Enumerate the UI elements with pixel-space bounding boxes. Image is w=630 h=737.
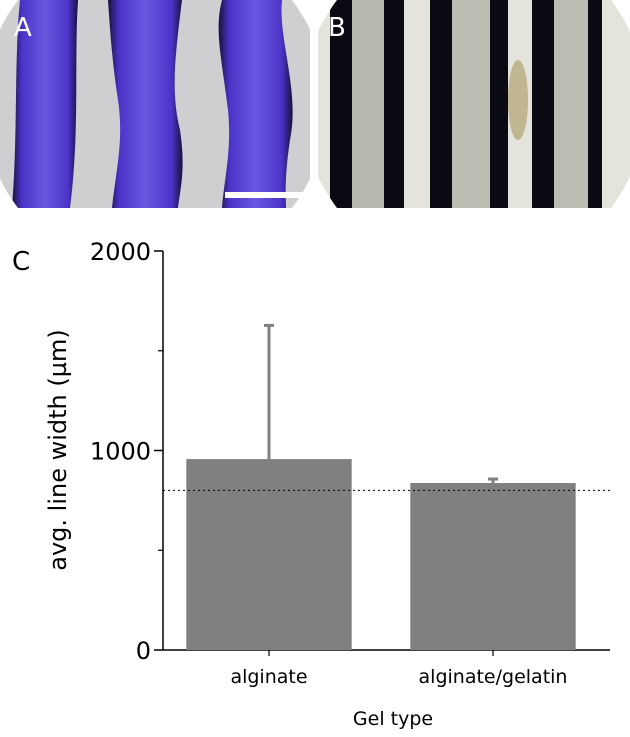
bar <box>186 459 352 650</box>
y-tick-label: 0 <box>136 637 151 665</box>
x-tick-label: alginate <box>230 666 307 688</box>
image-a <box>0 0 310 208</box>
x-axis-label: Gel type <box>353 708 433 730</box>
image-b <box>318 0 630 208</box>
panel-label: A <box>14 13 32 43</box>
panel-label: B <box>328 13 346 43</box>
y-tick-label: 2000 <box>90 238 151 266</box>
bar <box>410 483 576 650</box>
panel-label: C <box>12 247 30 277</box>
plot: 0 1000 2000 alginate alginate/gelatin <box>90 238 610 688</box>
scale-bar <box>225 192 305 198</box>
y-tick-label: 1000 <box>90 438 151 466</box>
y-axis-label: avg. line width (µm) <box>44 329 72 571</box>
x-tick-label: alginate/gelatin <box>419 666 568 688</box>
